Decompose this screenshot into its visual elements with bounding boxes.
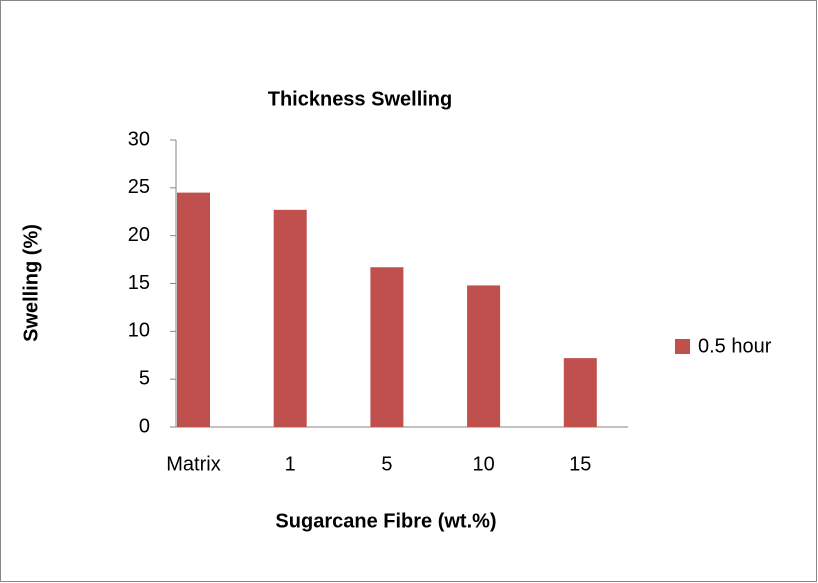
x-axis-label: Sugarcane Fibre (wt.%): [275, 510, 496, 532]
legend-label: 0.5 hour: [698, 335, 772, 357]
y-axis-label: Swelling (%): [20, 224, 42, 342]
x-tick-label: 5: [381, 453, 392, 475]
y-tick-label: 0: [139, 415, 150, 437]
y-tick-label: 10: [128, 320, 150, 342]
x-tick-label: 1: [285, 453, 296, 475]
y-tick-label: 5: [139, 367, 150, 389]
bar: [563, 358, 597, 427]
x-tick-label: 10: [472, 453, 494, 475]
y-tick-label: 20: [128, 224, 150, 246]
x-tick-label: 15: [569, 453, 591, 475]
bar: [370, 267, 404, 427]
y-tick-label: 30: [128, 128, 150, 150]
legend-swatch: [675, 339, 690, 354]
chart-title: Thickness Swelling: [268, 88, 453, 110]
bar: [467, 285, 501, 427]
bar: [273, 209, 307, 427]
y-tick-label: 15: [128, 272, 150, 294]
y-tick-label: 25: [128, 176, 150, 198]
bar: [177, 192, 210, 427]
x-tick-label: Matrix: [166, 453, 220, 475]
